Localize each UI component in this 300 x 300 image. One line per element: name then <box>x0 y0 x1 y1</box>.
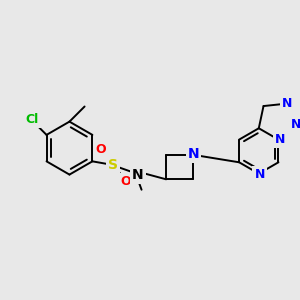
Text: O: O <box>96 142 106 156</box>
Text: N: N <box>188 147 200 161</box>
Text: Cl: Cl <box>26 113 39 126</box>
Text: N: N <box>282 97 292 110</box>
Text: N: N <box>255 168 265 181</box>
Text: N: N <box>275 133 286 146</box>
Text: N: N <box>291 118 300 131</box>
Text: S: S <box>108 158 118 172</box>
Text: N: N <box>132 168 144 182</box>
Text: O: O <box>120 175 131 188</box>
